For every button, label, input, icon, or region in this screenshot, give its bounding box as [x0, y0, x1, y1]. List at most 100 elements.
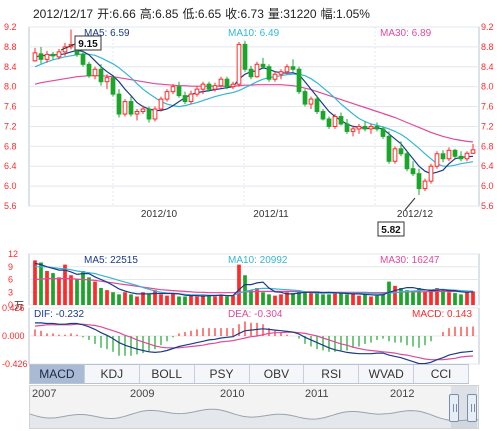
candle — [302, 89, 308, 107]
candle — [374, 122, 380, 132]
candle-body — [188, 93, 194, 103]
tab-rsi[interactable]: RSI — [304, 365, 360, 383]
candle-body — [134, 111, 140, 115]
price-y-tick-right: 6.4 — [481, 161, 494, 171]
volume-y-tick: 12 — [8, 249, 18, 259]
tab-wvad[interactable]: WVAD — [359, 365, 415, 383]
volume-y-tick: 9 — [8, 262, 13, 272]
volume-bar — [297, 290, 301, 305]
candle — [368, 123, 374, 134]
nav-year-2009: 2009 — [130, 388, 155, 400]
volume-bar — [363, 294, 367, 305]
tab-kdj[interactable]: KDJ — [85, 365, 140, 383]
candle-body — [56, 51, 62, 58]
volume-bar — [177, 296, 181, 305]
tab-cci[interactable]: CCI — [414, 365, 469, 383]
price-ma30-line — [34, 75, 474, 143]
volume-bar — [411, 292, 415, 305]
price-candles — [32, 29, 476, 196]
price-frame — [28, 26, 480, 207]
candle-body — [470, 149, 476, 154]
volume-bar — [207, 295, 211, 305]
close-label: 收: — [225, 7, 240, 21]
volume-ma10-label: MA10: 20992 — [228, 255, 288, 266]
candle-body — [104, 77, 110, 83]
price-ma5-label: MA5: 6.59 — [84, 28, 130, 39]
candle-body — [248, 68, 254, 78]
volume-bars — [33, 260, 475, 305]
candle — [464, 151, 470, 162]
candle-body — [410, 168, 416, 175]
price-panel: 9.2 8.8 8.4 8.0 7.6 7.2 6.8 6.4 6.0 5.6 9.2 8.8 8.4… — [4, 22, 494, 237]
volume-bar — [291, 293, 295, 305]
indicator-tabs: MACD KDJ BOLL PSY OBV RSI WVAD CCI — [29, 364, 469, 384]
price-grid — [29, 26, 479, 207]
candle — [38, 46, 44, 64]
volume-bar — [249, 290, 253, 305]
candle — [176, 81, 182, 98]
volume-bar — [93, 281, 97, 305]
volume-bar — [471, 291, 475, 305]
candle-body — [128, 101, 134, 115]
tab-obv[interactable]: OBV — [250, 365, 305, 383]
volume-bar — [105, 290, 109, 305]
navigator-right-handle[interactable] — [467, 394, 477, 422]
candle-body — [344, 123, 350, 132]
candle-body — [278, 71, 284, 75]
low-value: 6.65 — [198, 7, 222, 21]
tab-boll[interactable]: BOLL — [140, 365, 195, 383]
candle-body — [38, 53, 44, 60]
candle — [92, 66, 98, 80]
volume-bar — [45, 271, 49, 305]
open-label: 开: — [97, 7, 112, 21]
candle — [122, 99, 128, 117]
macd-panel: 0.426 0.000 -0.426 DIF: -0.232 DEA: -0.304… — [2, 303, 480, 369]
price-y-tick-right: 6.8 — [481, 141, 494, 151]
candle — [32, 47, 38, 62]
volume-bar — [201, 294, 205, 305]
candle-body — [440, 153, 446, 160]
candle-body — [392, 148, 398, 162]
tab-psy[interactable]: PSY — [195, 365, 250, 383]
volume-bar — [87, 277, 91, 305]
candle-body — [362, 125, 368, 130]
candle-body — [422, 180, 428, 190]
price-y-tick-right: 9.2 — [481, 22, 494, 32]
candle-body — [308, 98, 314, 105]
volume-bar — [141, 292, 145, 305]
volume-bar — [225, 296, 229, 305]
candle-body — [218, 78, 224, 87]
candle-body — [242, 43, 248, 70]
nav-year-2010: 2010 — [220, 388, 245, 400]
volume-panel: 12 9 6 3 0 MA5: 22515 MA10: 20992 MA30: 1624… — [8, 249, 480, 312]
volume-bar — [351, 294, 355, 305]
candle — [104, 74, 110, 90]
volume-bar — [117, 294, 121, 305]
macd-y-axis: 0.426 0.000 -0.426 — [2, 303, 28, 369]
volume-ma5-line — [34, 262, 474, 297]
candle — [434, 151, 440, 169]
candle-body — [296, 68, 302, 93]
candle-body — [98, 68, 104, 83]
volume-bar — [237, 264, 241, 305]
price-y-tick-left: 5.6 — [4, 201, 17, 211]
candle — [320, 109, 326, 121]
candle-body — [434, 153, 440, 167]
time-navigator[interactable]: 2007 2009 2010 2011 2012 — [29, 385, 479, 429]
volume-bar — [393, 285, 397, 305]
candle — [146, 106, 152, 123]
navigator-sparkline — [30, 408, 478, 428]
navigator-left-handle[interactable] — [449, 394, 459, 422]
candle-body — [236, 43, 242, 85]
candle-body — [224, 78, 230, 88]
dif-line — [35, 322, 474, 365]
candle-body — [116, 93, 122, 115]
candle — [308, 96, 314, 110]
tab-macd[interactable]: MACD — [29, 365, 85, 383]
candle — [254, 61, 260, 78]
candle-body — [398, 148, 404, 155]
volume-bar — [369, 296, 373, 305]
quote-date: 2012/12/17 — [33, 7, 93, 21]
volume-bar — [261, 292, 265, 305]
volume-bar — [405, 290, 409, 305]
